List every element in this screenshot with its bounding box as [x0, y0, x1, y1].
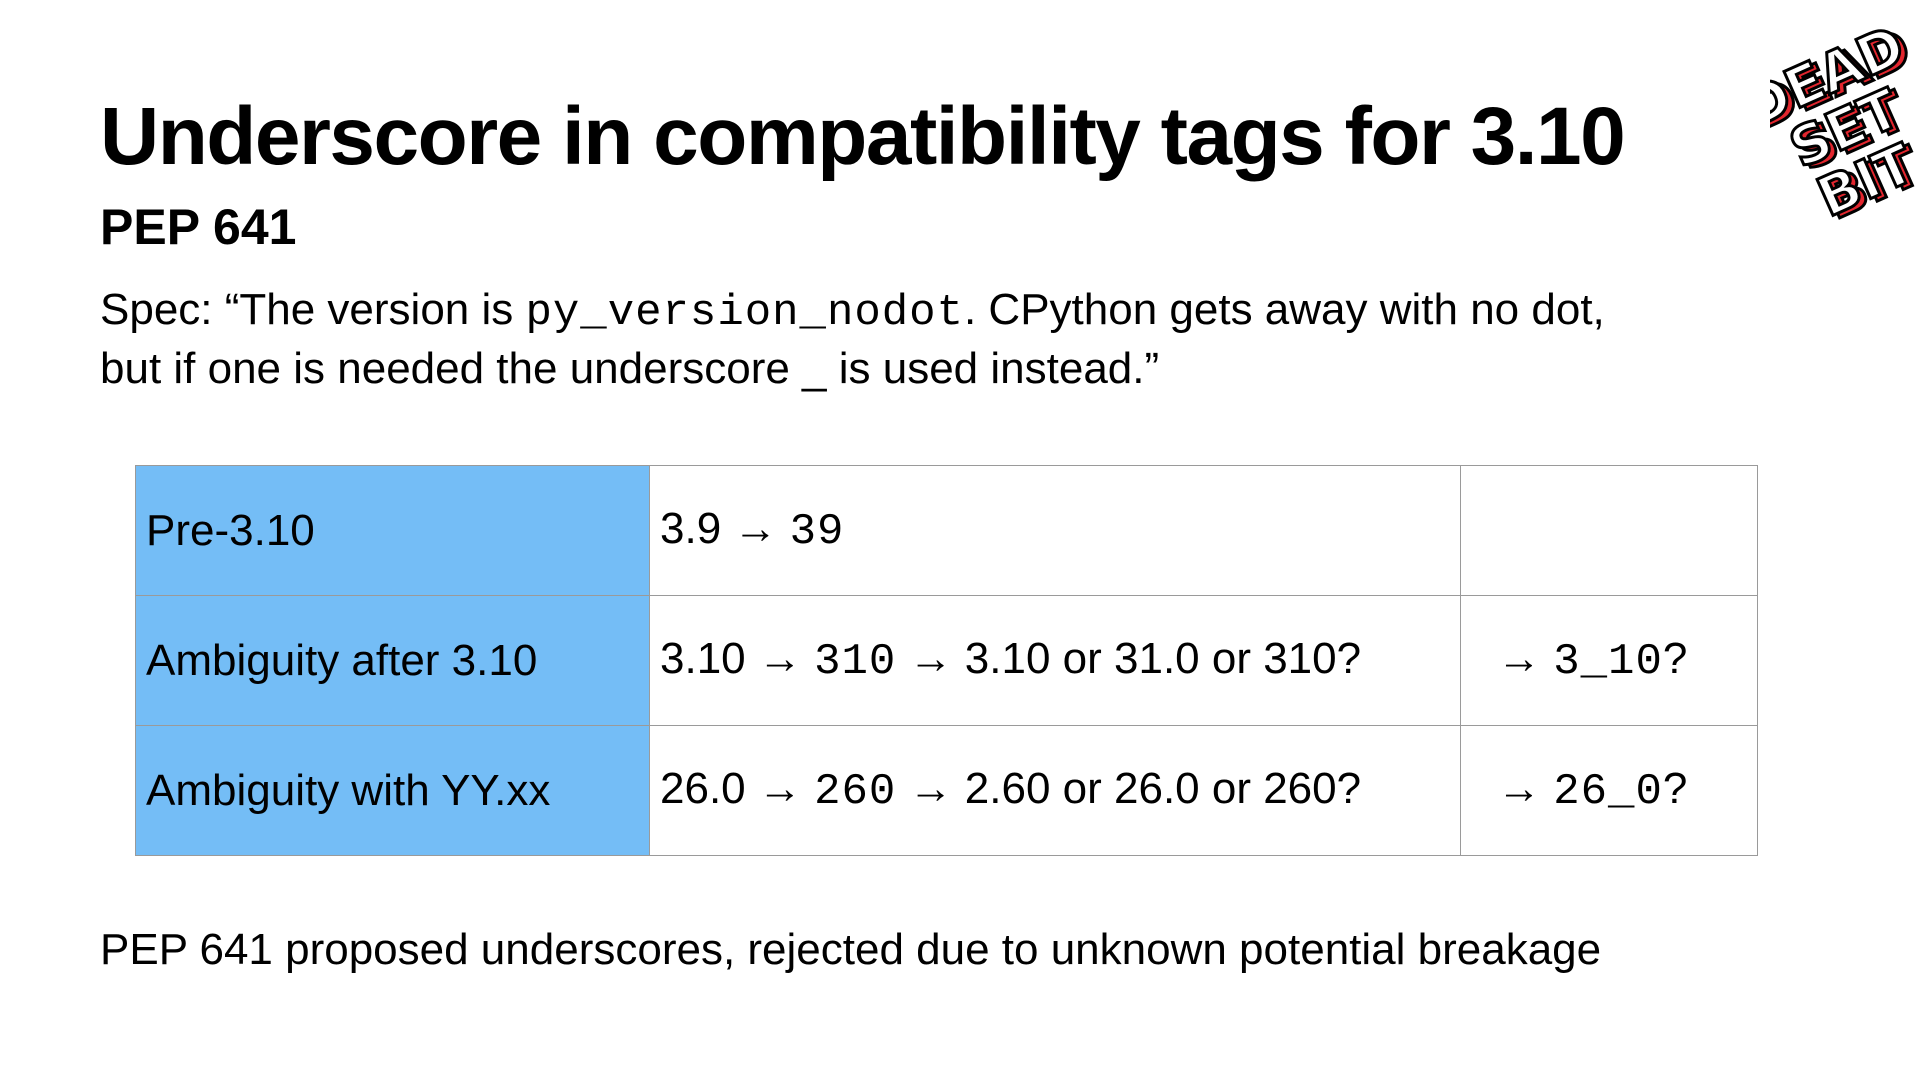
slide-subtitle: PEP 641	[100, 199, 297, 255]
proposal-code: 3_10	[1553, 637, 1663, 687]
dead-set-bit-logo: DEAD DEAD SET SET BIT BIT	[1770, 14, 1920, 233]
version-from: 3.10	[660, 634, 746, 683]
tag-code: 310	[814, 637, 897, 687]
row-mapping: 3.9 → 39	[649, 465, 1461, 596]
spec-code: py_version_nodot	[525, 288, 964, 338]
spec-line-2: but if one is needed the underscore _ is…	[100, 344, 1160, 393]
arrow-icon: →	[1497, 764, 1541, 813]
version-from: 26.0	[660, 764, 746, 813]
row-mapping: 3.10 → 310 → 3.10 or 31.0 or 310?	[649, 595, 1461, 726]
tag-code: 260	[814, 767, 897, 817]
spec-line-1: Spec: “The version is py_version_nodot. …	[100, 282, 1605, 341]
arrow-icon: →	[908, 634, 953, 683]
spec-line1-prefix: Spec: “The version is	[100, 285, 526, 334]
arrow-icon: →	[1497, 634, 1541, 683]
row-mapping: 26.0 → 260 → 2.60 or 26.0 or 260?	[649, 725, 1461, 856]
arrow-icon: →	[733, 504, 778, 553]
arrow-icon: →	[757, 634, 802, 683]
table-row: Pre-3.10 3.9 → 39	[135, 465, 1758, 596]
ambiguity-question: 2.60 or 26.0 or 260?	[964, 764, 1362, 813]
proposal-question-mark: ?	[1662, 634, 1688, 683]
proposal-code: 26_0	[1553, 767, 1663, 817]
row-label: Pre-3.10	[135, 465, 650, 596]
row-label: Ambiguity with YY.xx	[135, 725, 650, 856]
spec-line1-suffix: . CPython gets away with no dot,	[963, 285, 1605, 334]
table-row: Ambiguity with YY.xx 26.0 → 260 → 2.60 o…	[135, 725, 1758, 856]
spec-quote: Spec: “The version is py_version_nodot. …	[100, 282, 1605, 397]
table-row: Ambiguity after 3.10 3.10 → 310 → 3.10 o…	[135, 595, 1758, 726]
footer-note: PEP 641 proposed underscores, rejected d…	[100, 925, 1602, 974]
row-proposal: → 3_10?	[1460, 595, 1758, 726]
logo-line-1: DEAD DEAD	[1770, 14, 1920, 144]
ambiguity-question: 3.10 or 31.0 or 310?	[964, 634, 1362, 683]
tag-code: 39	[789, 507, 845, 557]
row-label: Ambiguity after 3.10	[135, 595, 650, 726]
row-proposal: → 26_0?	[1460, 725, 1758, 856]
row-proposal	[1460, 465, 1758, 596]
slide-title: Underscore in compatibility tags for 3.1…	[100, 91, 1626, 182]
version-from: 3.9	[660, 504, 722, 553]
proposal-question-mark: ?	[1662, 764, 1688, 813]
version-table: Pre-3.10 3.9 → 39 Ambiguity after 3.10 3…	[135, 465, 1758, 856]
arrow-icon: →	[757, 764, 802, 813]
arrow-icon: →	[908, 764, 953, 813]
